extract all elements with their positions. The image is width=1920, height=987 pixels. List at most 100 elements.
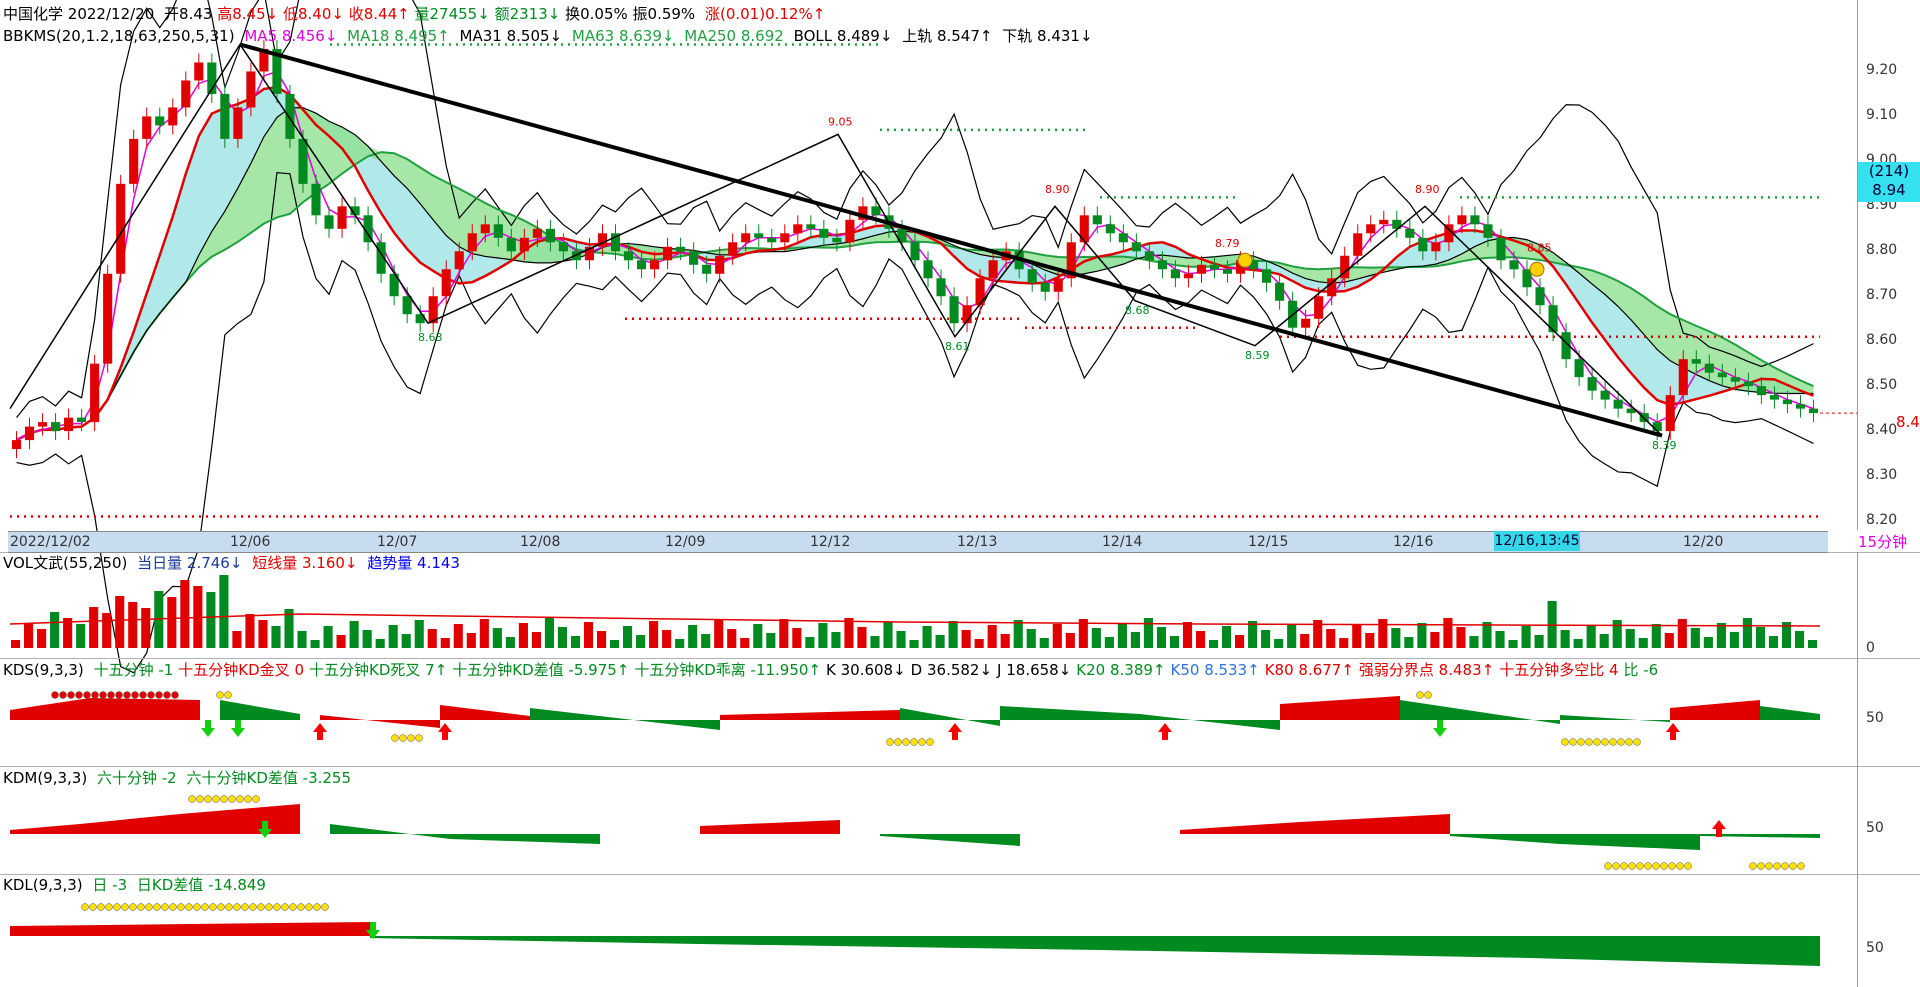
volume-bar <box>1195 631 1206 648</box>
candle <box>1066 242 1076 279</box>
cursor-price-value: 8.94 <box>1872 181 1906 199</box>
candle <box>936 278 946 297</box>
volume-bar <box>570 636 581 648</box>
candle <box>1170 269 1180 279</box>
kd-area <box>1560 834 1700 850</box>
signal-dot <box>209 903 217 911</box>
volume-bars <box>9 575 1821 648</box>
volume-bar <box>1222 626 1232 648</box>
volume-bar <box>1560 630 1570 648</box>
signal-dot <box>1757 862 1765 870</box>
price-annotation: 8.61 <box>945 340 970 353</box>
boll-value: BOLL 8.489↓ <box>793 27 893 45</box>
volume-bar <box>401 634 411 648</box>
kd-area <box>720 710 900 720</box>
signal-dot <box>1636 862 1644 870</box>
kd-area <box>700 936 1100 950</box>
price-annotation: 8.79 <box>1215 237 1240 250</box>
candle <box>975 278 985 306</box>
ma18-value: MA18 8.495↑ <box>347 27 450 45</box>
volume-bar <box>1755 627 1766 648</box>
candle <box>545 228 555 243</box>
volume-bar <box>297 631 307 648</box>
date-label: 12/20 <box>1683 534 1724 550</box>
up-arrow-icon <box>1712 820 1726 829</box>
candle <box>584 246 595 261</box>
kd-area <box>10 698 90 720</box>
signal-dot <box>1676 862 1684 870</box>
volume-bar <box>1534 635 1544 648</box>
kds-item-10: K80 8.677↑ <box>1264 661 1354 679</box>
kdl-item-1: 日KD差值 -14.849 <box>136 876 266 894</box>
signal-dot <box>225 903 233 911</box>
kds-pane[interactable]: KDS(9,3,3) 十五分钟 -1 十五分钟KD金叉 0 十五分钟KD死叉 7↑ 十… <box>0 658 1920 767</box>
candle <box>1418 237 1428 252</box>
candle <box>1769 395 1779 400</box>
date-axis[interactable]: 2022/12/02 12/06 12/07 12/08 12/09 12/12 12/13… <box>8 531 1828 553</box>
quote-low: 低8.40↓ <box>282 5 344 23</box>
signal-dot <box>886 738 894 746</box>
candle <box>754 233 764 238</box>
volume-bar <box>636 635 646 648</box>
arrow-stem <box>1437 720 1443 728</box>
kd-area <box>880 834 1020 846</box>
volume-bar <box>284 609 294 648</box>
kds-item-7: J 18.658↓ <box>997 661 1072 679</box>
kd-area <box>1400 700 1560 724</box>
price-annotation: 8.90 <box>1045 183 1070 196</box>
volume-bar <box>557 627 568 648</box>
volume-bar <box>1065 633 1075 648</box>
kd-area <box>220 700 300 720</box>
volume-bar <box>1664 633 1674 648</box>
candle <box>1340 255 1350 279</box>
volume-bar <box>479 619 489 648</box>
candle <box>1444 224 1454 243</box>
kd-area <box>700 820 840 834</box>
candle <box>1548 305 1558 333</box>
kds-indicator <box>10 691 1820 746</box>
vol-trend: 趋势量 4.143 <box>367 554 460 572</box>
volume-bar <box>1300 634 1310 648</box>
volume-bar <box>180 580 190 648</box>
candle <box>767 237 777 243</box>
kd-area <box>1560 715 1670 722</box>
volume-bar <box>1313 620 1323 648</box>
cursor-time-box: 12/16,13:45 <box>1494 531 1580 551</box>
volume-bar <box>766 633 776 648</box>
kds-item-6: D 36.582↓ <box>910 661 993 679</box>
kdm-pane[interactable]: KDM(9,3,3) 六十分钟 -2 六十分钟KD差值 -3.255 50 <box>0 766 1920 875</box>
volume-bar <box>1130 632 1140 648</box>
volume-bar <box>1208 640 1219 648</box>
price-annotation: 8.59 <box>1245 349 1270 362</box>
arrow-stem <box>235 720 241 728</box>
candlestick-chart[interactable]: 9.05 8.90 8.90 8.63 8.61 8.68 8.59 8.39 8.79 8.85 <box>0 0 1858 674</box>
candle <box>1496 237 1506 261</box>
signal-dot <box>204 795 212 803</box>
candle <box>1808 408 1819 414</box>
ma31-value: MA31 8.505↓ <box>459 27 563 45</box>
arrow-stem <box>1162 732 1168 740</box>
price-pane[interactable]: 中国化学 2022/12/20 开8.43 高8.45↓ 低8.40↓ 收8.4… <box>0 0 1920 674</box>
signal-dot <box>1561 738 1569 746</box>
signal-dot <box>1644 862 1652 870</box>
signal-dot <box>163 691 171 699</box>
candle <box>363 215 373 243</box>
candle <box>623 251 634 261</box>
candle <box>194 62 204 81</box>
candle <box>910 242 920 261</box>
candle <box>285 93 295 139</box>
candle <box>415 314 425 324</box>
signal-dot <box>244 795 252 803</box>
volume-bar <box>831 632 841 648</box>
period-selector[interactable]: 15分钟 <box>1858 533 1908 551</box>
volume-bar <box>1729 632 1739 648</box>
signal-dot <box>399 734 407 742</box>
volume-pane[interactable]: VOL文武(55,250) 当日量 2.746↓ 短线量 3.160↓ 趋势量 … <box>0 552 1920 659</box>
signal-dot <box>153 903 161 911</box>
vol-axis-zero: 0 <box>1866 640 1875 656</box>
price-tick: 8.50 <box>1866 377 1898 394</box>
kdl-pane[interactable]: KDL(9,3,3) 日 -3 日KD差值 -14.849 50 <box>0 874 1920 987</box>
volume-bar <box>1104 637 1114 648</box>
volume-bar <box>362 630 372 648</box>
candle <box>923 260 933 279</box>
